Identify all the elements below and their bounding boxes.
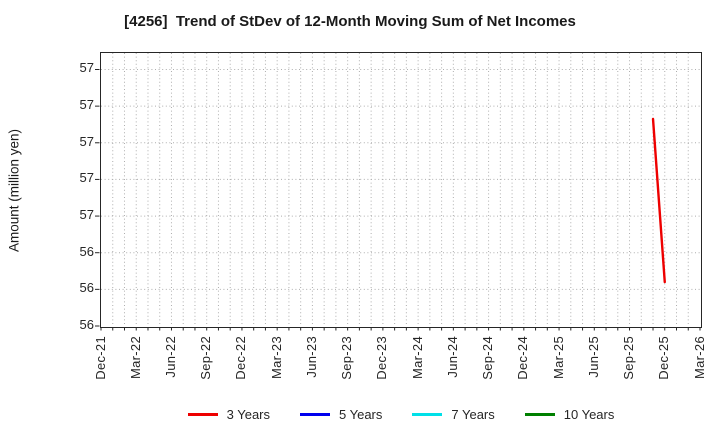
x-tick-label: Jun-23 [303, 336, 319, 378]
x-tick-label: Jun-24 [444, 336, 460, 378]
x-tick-label: Jun-25 [585, 336, 601, 378]
plot-canvas [95, 53, 701, 331]
y-tick-label: 57 [79, 97, 94, 113]
legend-label-10-years: 10 Years [563, 406, 615, 422]
x-tick-label: Mar-24 [409, 336, 425, 379]
x-tick-label: Mar-26 [691, 336, 707, 379]
legend-item-7-years: 7 Years [412, 406, 495, 422]
y-tick-label: 56 [79, 317, 94, 332]
x-tick-label: Mar-23 [268, 336, 284, 379]
y-tick-label: 57 [79, 133, 94, 149]
legend-label-7-years: 7 Years [451, 406, 495, 422]
legend-label-5-years: 5 Years [339, 406, 383, 422]
x-tick-label: Sep-25 [621, 336, 637, 380]
y-tick-label: 57 [79, 170, 94, 186]
x-tick-label: Sep-24 [480, 336, 496, 380]
chart-title: [4256] Trend of StDev of 12-Month Moving… [124, 13, 576, 30]
x-tick-label: Dec-23 [374, 336, 390, 380]
legend-swatch-3-years-icon [187, 412, 218, 416]
legend-item-10-years: 10 Years [524, 406, 615, 422]
y-tick-label: 56 [79, 280, 94, 296]
legend: 3 Years 5 Years 7 Years 10 Years [100, 404, 702, 424]
legend-swatch-10-years-icon [524, 412, 555, 416]
x-tick-label: Sep-22 [198, 336, 214, 380]
x-tick-label: Sep-23 [339, 336, 355, 380]
legend-label-3-years: 3 Years [226, 406, 270, 422]
y-axis-title: Amount (million yen) [6, 128, 22, 252]
legend-item-5-years: 5 Years [300, 407, 382, 422]
x-tick-label: Dec-24 [515, 336, 531, 380]
x-tick-label: Dec-21 [92, 336, 108, 380]
x-tick-label: Mar-25 [550, 336, 566, 379]
y-tick-label: 56 [79, 243, 94, 259]
x-tick-label: Jun-22 [162, 336, 178, 378]
y-tick-label: 57 [79, 207, 94, 223]
x-tick-label: Mar-22 [127, 336, 143, 379]
y-tick-label: 57 [79, 60, 94, 76]
legend-item-3-years: 3 Years [187, 406, 270, 422]
x-tick-label: Dec-22 [233, 336, 249, 380]
plot-area [95, 52, 702, 331]
legend-swatch-5-years-icon [300, 412, 330, 416]
legend-swatch-7-years-icon [412, 412, 443, 416]
x-tick-label: Dec-25 [656, 336, 672, 380]
